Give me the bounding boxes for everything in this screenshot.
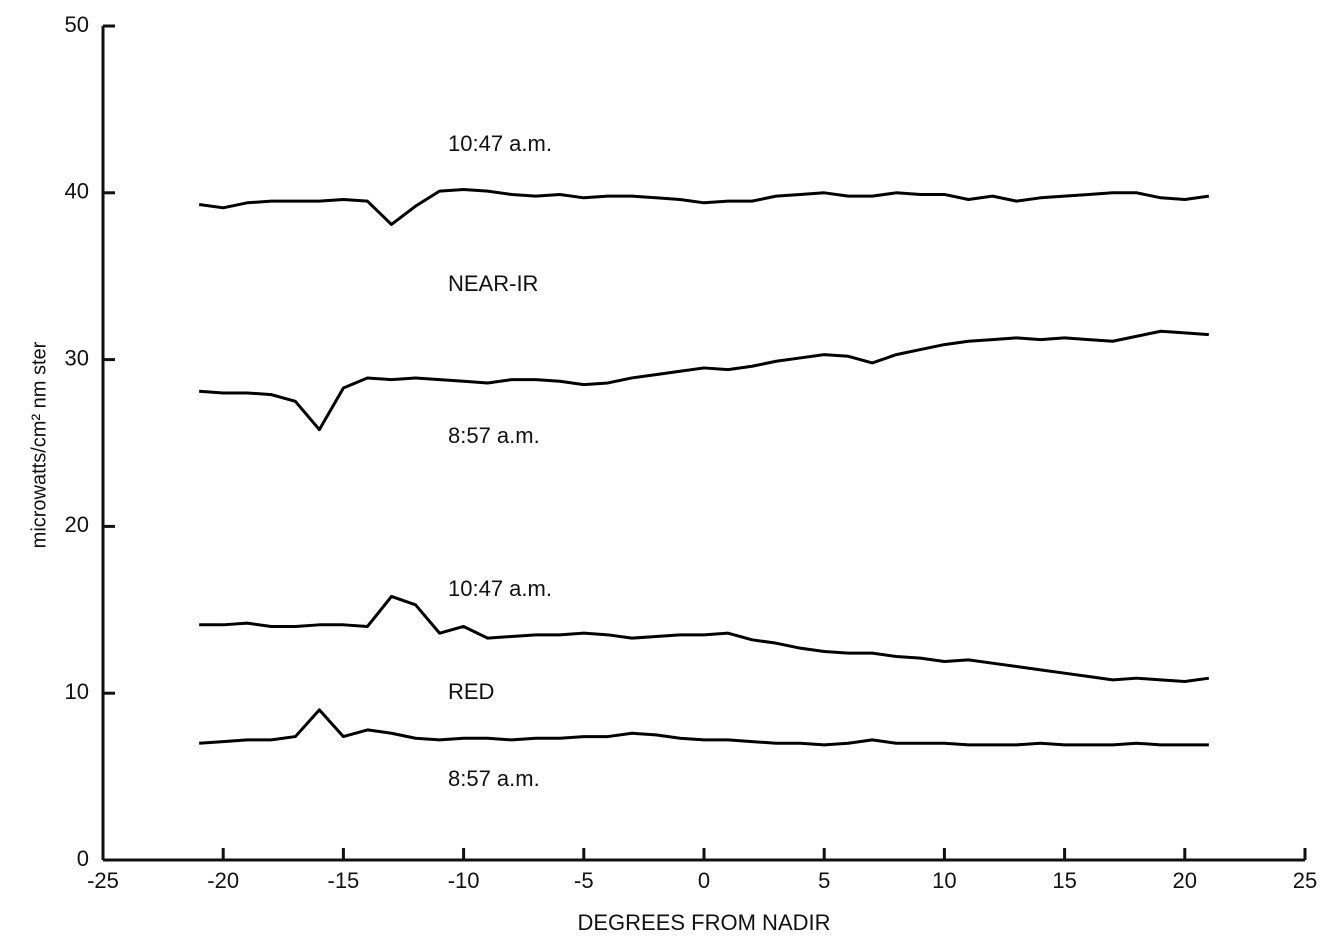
x-tick-label: -10 (448, 868, 480, 893)
series-line (198, 187, 1210, 226)
y-tick-label: 0 (77, 846, 89, 871)
annotation: RED (448, 679, 494, 704)
series-line (199, 708, 1209, 747)
y-tick-label: 20 (65, 512, 89, 537)
y-tick-label: 10 (65, 679, 89, 704)
annotation: 8:57 a.m. (448, 423, 540, 448)
x-axis-label: DEGREES FROM NADIR (577, 910, 830, 935)
x-tick-label: 25 (1293, 868, 1317, 893)
x-tick-label: 0 (698, 868, 710, 893)
y-tick-label: 50 (65, 12, 89, 37)
annotation: NEAR-IR (448, 271, 538, 296)
y-axis-label: microwatts/cm² nm ster (28, 341, 50, 548)
x-tick-label: -15 (328, 868, 360, 893)
x-tick-label: 20 (1173, 868, 1197, 893)
annotation: 10:47 a.m. (448, 131, 552, 156)
x-tick-label: -5 (574, 868, 594, 893)
x-tick-label: 5 (818, 868, 830, 893)
annotation: 10:47 a.m. (448, 576, 552, 601)
x-tick-label: 15 (1052, 868, 1076, 893)
x-tick-label: -20 (207, 868, 239, 893)
annotation: 8:57 a.m. (448, 766, 540, 791)
x-tick-label: 10 (932, 868, 956, 893)
y-tick-label: 40 (65, 179, 89, 204)
y-tick-label: 30 (65, 345, 89, 370)
series-line (199, 329, 1209, 432)
x-tick-label: -25 (87, 868, 119, 893)
series-line (199, 594, 1210, 684)
